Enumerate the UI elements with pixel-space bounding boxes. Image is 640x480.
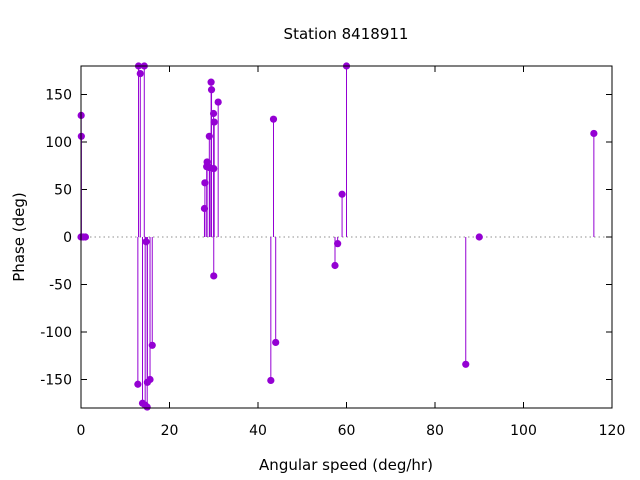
data-point (590, 129, 598, 138)
x-tick-label: 40 (249, 423, 267, 439)
data-point (338, 190, 346, 198)
x-tick-label: 100 (510, 423, 537, 439)
data-point (210, 165, 218, 173)
y-axis-title: Phase (deg) (10, 192, 28, 282)
data-point (331, 261, 339, 270)
y-tick-label: -100 (40, 325, 72, 341)
data-point (269, 115, 278, 123)
data-point (201, 179, 209, 187)
data-point (272, 338, 280, 347)
data-point (334, 240, 342, 248)
tick-labels: 0 20 40 60 80 100 120 -150 -100 -50 0 50 100 150 (40, 88, 625, 440)
x-tick-label: 120 (599, 423, 626, 439)
data-point (143, 403, 151, 411)
x-tick-label: 80 (426, 423, 444, 439)
data-point (214, 98, 222, 106)
x-tick-label: 20 (161, 423, 179, 439)
x-tick-label: 60 (338, 423, 356, 439)
data-point (142, 238, 150, 246)
y-tick-label: 0 (63, 230, 72, 246)
data-point (267, 376, 275, 385)
x-tick-label: 0 (77, 423, 86, 439)
y-tick-label: -50 (49, 278, 72, 294)
data-point (146, 375, 154, 384)
y-tick-label: -150 (40, 373, 72, 389)
data-point (210, 272, 218, 280)
data-point (136, 70, 144, 78)
data-point (81, 233, 90, 241)
chart-title: Station 8418911 (284, 25, 409, 43)
data-point (475, 233, 483, 241)
y-tick-label: 100 (45, 135, 72, 151)
data-point (205, 132, 213, 140)
y-tick-label: 50 (54, 183, 72, 199)
data-point (134, 380, 142, 388)
data-point (210, 118, 218, 126)
x-axis-title: Angular speed (deg/hr) (259, 456, 433, 474)
plot-border (80, 65, 613, 409)
data-point (200, 204, 209, 213)
data-point (209, 109, 218, 118)
data-point (207, 86, 216, 94)
data-point (203, 158, 211, 166)
data-point (148, 341, 156, 349)
data-points (77, 62, 598, 411)
y-tick-label: 150 (45, 88, 72, 104)
data-point (462, 360, 470, 368)
data-point (207, 78, 215, 86)
